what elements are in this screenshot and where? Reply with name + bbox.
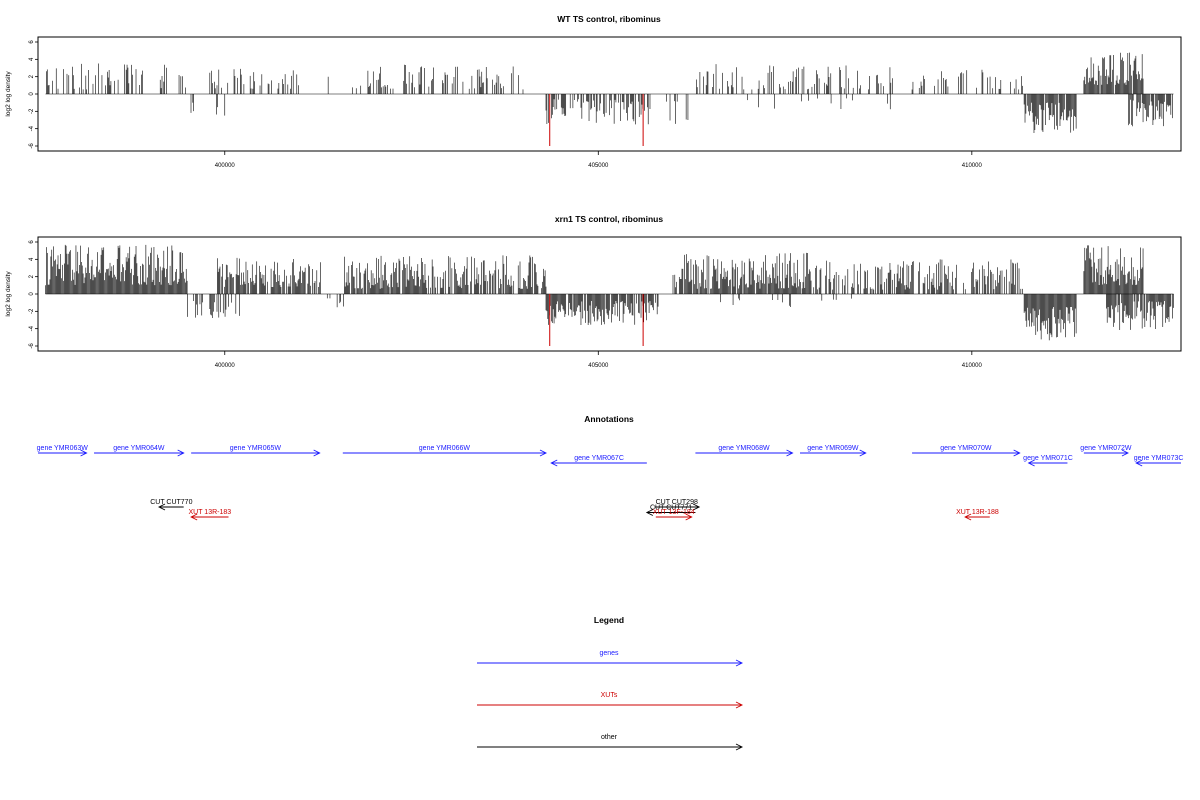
y-tick-label: -4: [29, 325, 35, 331]
legend-label: other: [601, 734, 618, 741]
feature-arrowhead: [645, 509, 654, 516]
feature-label: XUT 13R-183: [188, 509, 231, 516]
feature-label: CUT CUT770: [150, 499, 192, 506]
y-tick-label: -4: [29, 125, 35, 131]
feature-arrowhead: [786, 449, 794, 457]
legend: Legend genes XUTs other: [477, 615, 744, 751]
feature-arrowhead: [80, 449, 88, 457]
wt-density-panel: WT TS control, ribominus log2 log densit…: [5, 14, 1182, 169]
annotations-panel: Annotations gene YMR063W gene YMR064W gene…: [37, 414, 1184, 521]
feature-arrowhead: [313, 449, 321, 457]
y-tick-label: -6: [29, 343, 35, 349]
feature-label: XUT 13R-188: [956, 509, 999, 516]
feature-label: gene YMR067C: [574, 455, 624, 462]
y-tick-label: -2: [29, 308, 35, 314]
feature-label: XUT 13F-184: [653, 509, 695, 516]
legend-title: Legend: [594, 615, 624, 625]
x-tick-label: 405000: [588, 363, 609, 369]
feature-arrowhead: [1135, 459, 1143, 467]
feature-label: gene YMR065W: [230, 445, 282, 452]
x-tick-label: 405000: [588, 163, 609, 169]
annotations-title: Annotations: [584, 414, 634, 424]
y-tick-label: 2: [29, 274, 35, 278]
xrn1-density-panel: xrn1 TS control, ribominus log2 log dens…: [5, 214, 1182, 369]
legend-arrowhead: [735, 743, 744, 751]
feature-arrowhead: [1027, 459, 1035, 467]
y-tick-label: 4: [29, 257, 35, 261]
feature-arrowhead: [1121, 449, 1129, 457]
legend-label: genes: [599, 650, 619, 657]
wt-y-axis-label: log2 log density: [5, 71, 12, 117]
feature-arrowhead: [685, 513, 693, 521]
feature-label: gene YMR072W: [1080, 445, 1132, 452]
feature-arrowhead: [177, 449, 185, 457]
feature-arrowhead: [158, 503, 166, 511]
y-tick-label: -6: [29, 143, 35, 149]
y-tick-label: 6: [29, 240, 35, 244]
feature-label: gene YMR071C: [1023, 455, 1073, 462]
feature-arrowhead: [692, 503, 701, 511]
xrn1-panel-title: xrn1 TS control, ribominus: [555, 214, 663, 224]
feature-label: gene YMR073C: [1134, 455, 1184, 462]
feature-arrowhead: [190, 513, 198, 521]
feature-label: gene YMR070W: [940, 445, 992, 452]
xrn1-y-axis-label: log2 log density: [5, 271, 12, 317]
wt-bars: [45, 52, 1174, 146]
xrn1-bars: [45, 244, 1174, 346]
feature-arrowhead: [1013, 449, 1021, 457]
feature-arrowhead: [859, 449, 867, 457]
legend-entries: genes XUTs other: [477, 650, 744, 751]
legend-label: XUTs: [601, 692, 618, 699]
feature-label: gene YMR069W: [807, 445, 859, 452]
legend-arrowhead: [735, 659, 744, 667]
y-tick-label: 0: [29, 292, 35, 296]
y-tick-label: 2: [29, 74, 35, 78]
feature-arrowhead: [550, 459, 558, 467]
feature-label: gene YMR063W: [37, 445, 89, 452]
wt-axes: -6 -4 -2 0 2 4 6 400000 405000 410000: [29, 40, 982, 169]
wt-panel-title: WT TS control, ribominus: [557, 14, 661, 24]
feature-label: gene YMR064W: [113, 445, 165, 452]
feature-label: gene YMR066W: [419, 445, 471, 452]
feature-label: CUT CUT298: [656, 499, 698, 506]
y-tick-label: 0: [29, 92, 35, 96]
annotation-features: gene YMR063W gene YMR064W gene YMR065W gene…: [37, 445, 1184, 521]
y-tick-label: 4: [29, 57, 35, 61]
x-tick-label: 400000: [215, 163, 236, 169]
feature-label: gene YMR068W: [718, 445, 770, 452]
feature-arrowhead: [539, 449, 548, 457]
y-tick-label: 6: [29, 40, 35, 44]
feature-label: CUT CUT771: [650, 505, 692, 512]
xrn1-axes: -6 -4 -2 0 2 4 6 400000 405000 410000: [29, 240, 982, 369]
legend-arrowhead: [735, 701, 744, 709]
x-tick-label: 400000: [215, 363, 236, 369]
x-tick-label: 410000: [962, 363, 983, 369]
feature-arrowhead: [964, 513, 972, 521]
x-tick-label: 410000: [962, 163, 983, 169]
y-tick-label: -2: [29, 108, 35, 114]
